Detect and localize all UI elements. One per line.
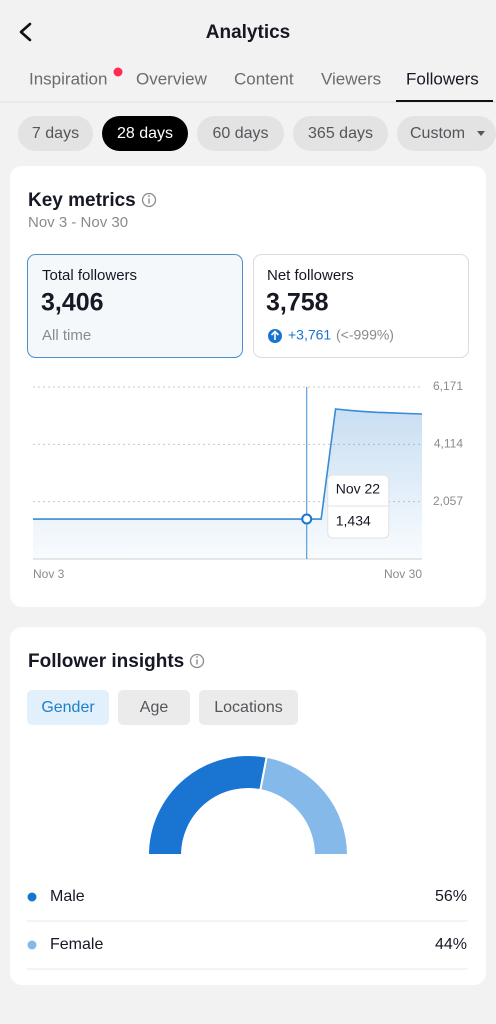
page-title: Analytics — [206, 22, 290, 43]
line — [33, 408, 423, 520]
segment-label: Locations — [214, 699, 283, 716]
chip-label: 7 days — [32, 125, 79, 142]
notification-dot — [113, 67, 123, 77]
segment[interactable] — [118, 690, 190, 725]
info-icon[interactable] — [141, 192, 157, 208]
metric-note: All time — [42, 327, 91, 344]
metric-label: Total followers — [42, 267, 137, 284]
segment-label: Age — [140, 699, 169, 716]
chip-label: 365 days — [308, 125, 373, 142]
y-tick-label: 6,171 — [433, 379, 463, 393]
metric-change: +3,761 — [288, 327, 331, 343]
chip-active[interactable] — [102, 116, 188, 151]
metric-box-active[interactable] — [27, 254, 243, 358]
metric-value: 3,758 — [266, 289, 329, 317]
chip[interactable] — [18, 116, 93, 151]
tab[interactable]: Viewers — [321, 69, 381, 88]
tooltip-marker — [301, 513, 313, 525]
legend-value: 44% — [435, 936, 467, 953]
date-range: Nov 3 - Nov 30 — [28, 214, 128, 231]
y-tick-label: 4,114 — [434, 437, 463, 451]
segment[interactable] — [199, 690, 298, 725]
y-tick-label: 2,057 — [433, 494, 463, 508]
legend-label: Male — [50, 888, 85, 905]
legend-dot — [27, 940, 37, 950]
legend-label: Female — [50, 936, 103, 953]
chip[interactable] — [293, 116, 388, 151]
chip-label: 60 days — [212, 125, 268, 142]
tooltip-value: 1,434 — [336, 513, 371, 529]
legend-dot — [27, 892, 37, 902]
metric-change-pct: (<-999%) — [336, 327, 394, 343]
chip[interactable] — [197, 116, 284, 151]
back-button[interactable] — [19, 22, 32, 42]
tab-active[interactable]: Followers — [406, 69, 479, 88]
tab[interactable]: Inspiration — [29, 69, 107, 88]
segment-active[interactable] — [27, 690, 109, 725]
metric-label: Net followers — [267, 267, 354, 284]
info-icon[interactable] — [189, 653, 205, 669]
x-tick-label: Nov 30 — [384, 567, 422, 581]
card-title: Follower insights — [28, 651, 184, 672]
chip-label: 28 days — [117, 125, 173, 142]
card — [10, 627, 486, 985]
card-title: Key metrics — [28, 190, 136, 211]
metric-value: 3,406 — [41, 289, 104, 317]
donut-segment — [259, 755, 350, 856]
metric-box[interactable] — [253, 254, 469, 358]
tab[interactable]: Overview — [136, 69, 208, 88]
tooltip-label: Nov 22 — [336, 481, 381, 497]
legend-value: 56% — [435, 888, 467, 905]
segment-label: Gender — [41, 699, 95, 716]
dropdown-arrow — [477, 131, 485, 136]
area — [33, 408, 422, 559]
chip[interactable] — [397, 116, 496, 151]
up-icon — [268, 329, 282, 343]
line-chart: 2,057 4,114 6,171 Nov 3 Nov 30 Nov 22 1,434 — [33, 379, 463, 581]
gender-chart: Male 56% Female 44% — [27, 754, 468, 970]
tab[interactable]: Content — [234, 69, 294, 88]
x-tick-label: Nov 3 — [33, 567, 65, 581]
chip-label: Custom — [410, 125, 465, 142]
